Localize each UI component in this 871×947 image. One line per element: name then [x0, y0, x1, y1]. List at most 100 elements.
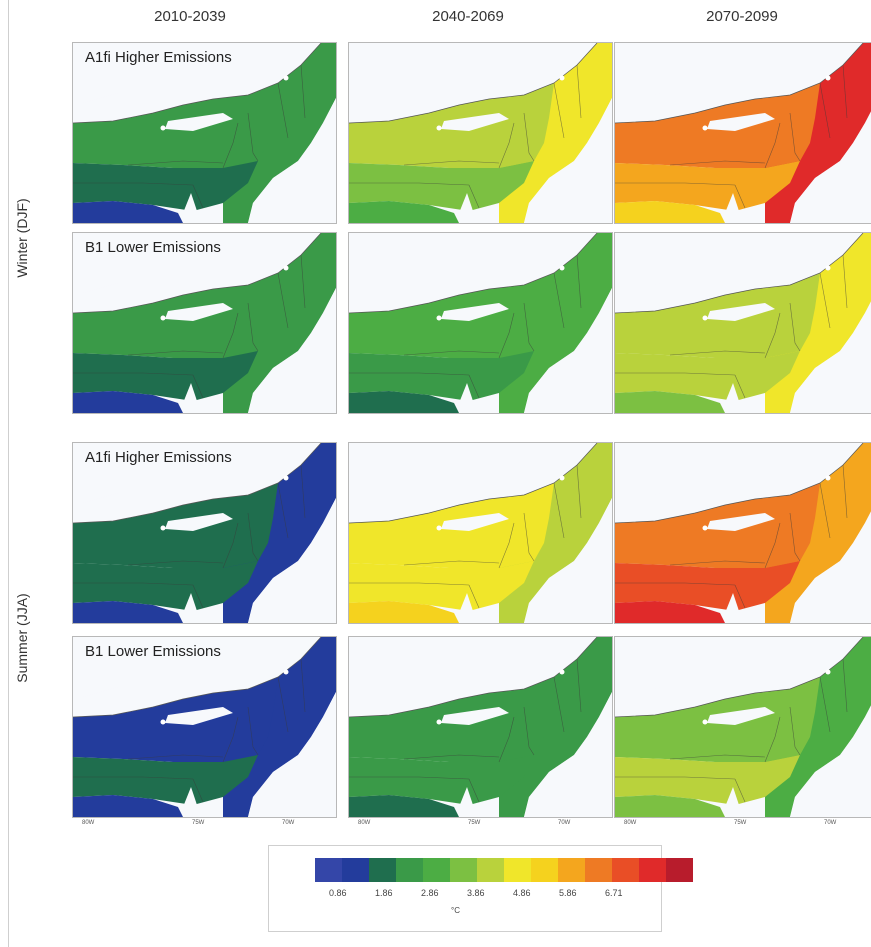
state-border-line: [819, 272, 831, 329]
map-region-central: [349, 561, 534, 611]
state-border-line: [553, 676, 565, 733]
map-region-south: [73, 391, 183, 413]
map-region-central: [73, 351, 258, 401]
legend-tick: 6.71: [605, 888, 623, 898]
state-border-line: [789, 706, 801, 756]
state-border-line: [576, 464, 582, 519]
map-region-central: [73, 755, 258, 805]
state-border-line: [403, 350, 500, 356]
map-region-central: [615, 561, 800, 611]
state-border-line: [127, 754, 224, 760]
map-region-northeast: [223, 233, 336, 413]
map-ocean: [790, 111, 871, 223]
city-marker: [825, 265, 831, 271]
row-title-winter: Winter (DJF): [14, 198, 30, 278]
state-border-line: [349, 182, 470, 186]
map-lake: [165, 707, 233, 725]
map-lake: [625, 93, 685, 113]
map-lake: [441, 303, 509, 321]
state-border-line: [349, 776, 470, 780]
state-border-line: [403, 754, 500, 760]
map-bay: [725, 383, 739, 413]
map-panel: 45N40N: [348, 636, 613, 818]
state-border-line: [523, 706, 535, 756]
legend-tick: 1.86: [375, 888, 393, 898]
coastline: [349, 443, 598, 524]
map-region-northeast: [223, 443, 336, 623]
map-lake: [359, 493, 419, 513]
legend-tick: 5.86: [559, 888, 577, 898]
state-border-line: [819, 676, 831, 733]
state-border-line: [789, 302, 801, 352]
legend-swatch: [396, 858, 423, 882]
map-bay: [459, 383, 473, 413]
state-border-line: [523, 112, 535, 162]
coastline: [73, 443, 322, 524]
map-region-south: [73, 795, 183, 817]
city-marker: [436, 125, 442, 131]
map-region-central: [73, 161, 258, 211]
state-border-line: [247, 706, 259, 756]
state-border-line: [247, 512, 259, 562]
state-border-line: [764, 122, 781, 169]
city-marker: [702, 719, 708, 725]
legend-unit: °C: [451, 906, 460, 915]
state-border-line: [300, 64, 306, 119]
state-border-line: [523, 302, 535, 352]
city-marker: [559, 265, 565, 271]
scenario-label: A1fi Higher Emissions: [85, 449, 232, 466]
map-lake: [625, 493, 685, 513]
state-border-line: [819, 482, 831, 539]
legend-swatch: [423, 858, 450, 882]
state-border-line: [73, 372, 194, 376]
state-border-line: [734, 374, 746, 399]
state-border-line: [576, 64, 582, 119]
map-lake: [83, 93, 143, 113]
state-border-line: [349, 372, 470, 376]
map-lake: [625, 687, 685, 707]
legend-swatch: [531, 858, 558, 882]
state-border-line: [669, 160, 766, 166]
state-border-line: [468, 374, 480, 399]
map-panel: 45N40N: [614, 232, 871, 414]
state-border-line: [349, 582, 470, 586]
coastline: [73, 637, 322, 718]
state-border-line: [615, 372, 736, 376]
scenario-label: A1fi Higher Emissions: [85, 49, 232, 66]
city-marker: [283, 475, 289, 481]
state-border-line: [192, 374, 204, 399]
map-region-northeast: [499, 43, 612, 223]
map-region-northeast: [223, 43, 336, 223]
map-region-south: [73, 601, 183, 623]
color-legend: 0.86 1.86 2.86 3.86 4.86 5.86 6.71 °C: [268, 845, 693, 932]
city-marker: [283, 669, 289, 675]
coastline: [615, 637, 864, 718]
map-region-south: [615, 601, 725, 623]
legend-swatch: [504, 858, 531, 882]
legend-swatch: [315, 858, 342, 882]
city-marker: [436, 315, 442, 321]
city-marker: [436, 719, 442, 725]
legend-swatch: [666, 858, 693, 882]
state-border-line: [403, 160, 500, 166]
city-marker: [283, 75, 289, 81]
state-border-line: [819, 82, 831, 139]
city-marker: [825, 75, 831, 81]
longitude-label: 80W: [624, 820, 637, 826]
map-region-central: [615, 351, 800, 401]
map-ocean: [248, 98, 336, 223]
state-border-line: [523, 512, 535, 562]
state-border-line: [615, 582, 736, 586]
map-lake: [359, 283, 419, 303]
map-region-south: [349, 795, 459, 817]
state-border-line: [669, 350, 766, 356]
map-bay: [725, 787, 739, 817]
scenario-label: B1 Lower Emissions: [85, 643, 221, 660]
legend-swatch: [639, 858, 666, 882]
map-panel: 45N40N: [348, 442, 613, 624]
state-border-line: [247, 302, 259, 352]
map-bay: [459, 193, 473, 223]
map-bay: [459, 593, 473, 623]
map-bay: [725, 193, 739, 223]
state-border-line: [615, 776, 736, 780]
